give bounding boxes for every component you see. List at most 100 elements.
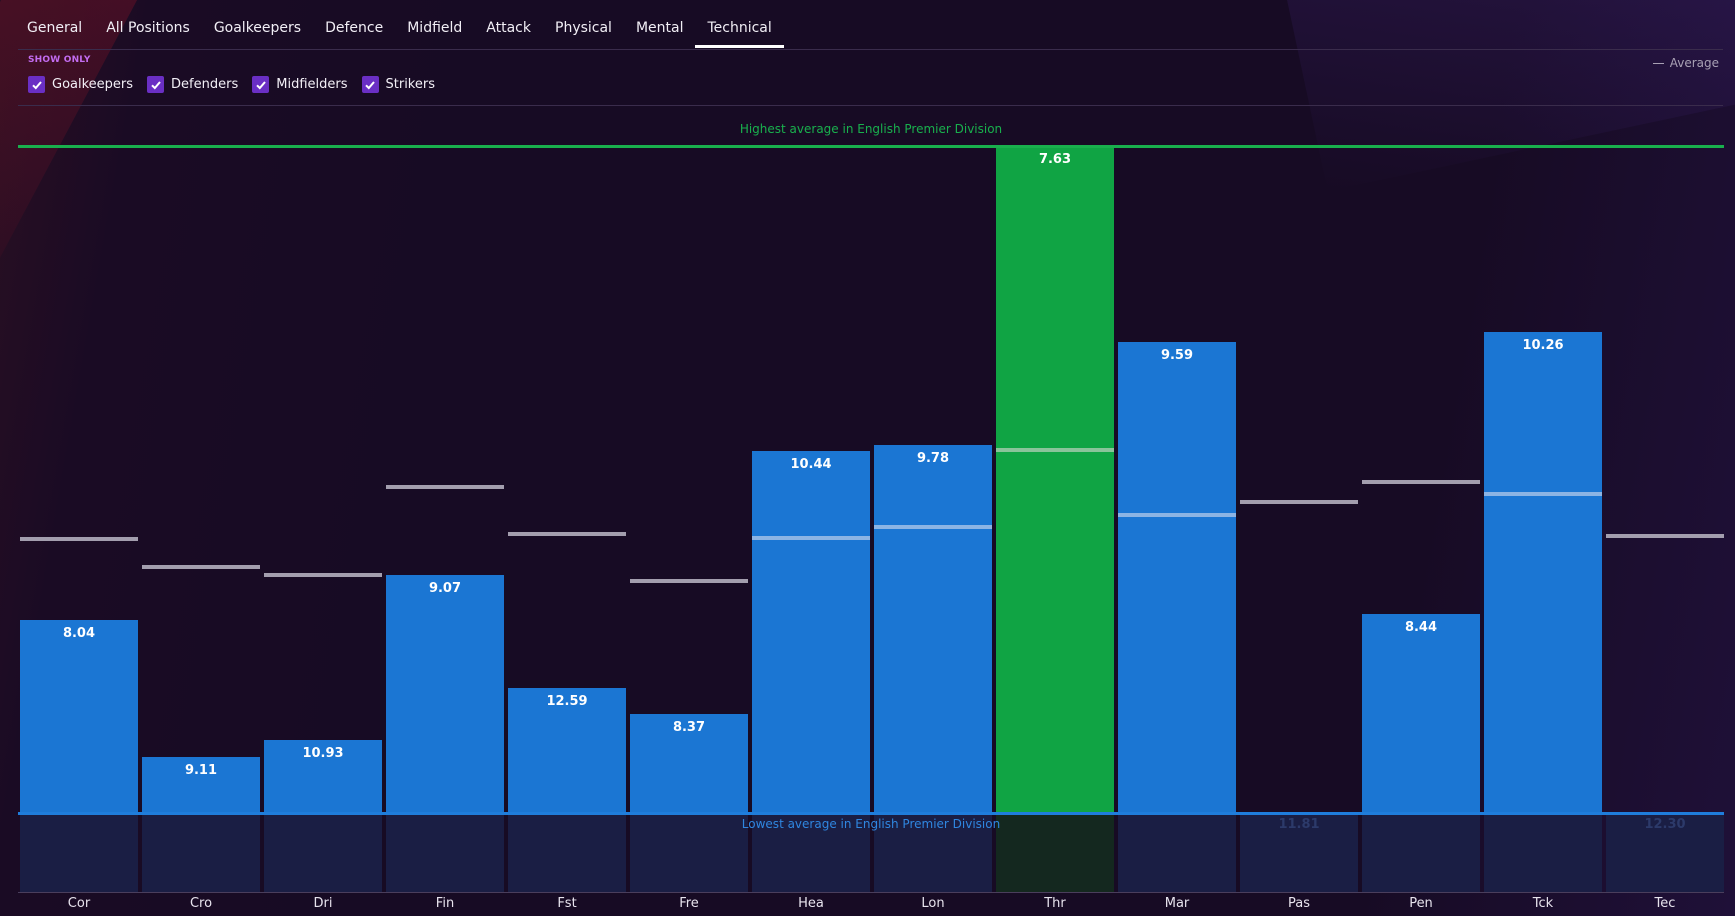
category-label: Fin [435,896,455,911]
tab-goalkeepers[interactable]: Goalkeepers [213,20,302,36]
x-axis-line [18,892,1724,893]
category-label: Cro [189,896,213,911]
filter-defenders[interactable]: Defenders [147,76,238,93]
average-marker [386,484,504,489]
average-marker [1240,500,1358,505]
lower-band-cell [1484,812,1602,892]
filter-midfielders[interactable]: Midfielders [252,76,348,93]
tab-bar: General All Positions Goalkeepers Defenc… [15,0,785,48]
category-label: Lon [921,896,945,911]
average-legend-label: Average [1669,56,1719,70]
lower-band-cell [874,812,992,892]
filter-label: Strikers [385,77,436,92]
show-only-heading: SHOW ONLY [28,55,91,65]
tab-defence[interactable]: Defence [325,20,384,36]
bar-value-label: 11.81 [1278,817,1320,832]
bar-pen[interactable] [1362,613,1480,812]
category-label: Thr [1044,896,1066,911]
tab-all-positions[interactable]: All Positions [106,20,190,36]
category-label: Pen [1409,896,1433,911]
average-marker [142,564,260,569]
average-marker [264,572,382,577]
bar-value-label: 8.37 [672,720,706,736]
filter-label: Defenders [171,77,239,92]
category-label: Pas [1288,896,1310,911]
lower-band-cell [630,812,748,892]
tab-mental[interactable]: Mental [635,20,684,36]
average-marker [1362,479,1480,484]
tab-physical[interactable]: Physical [555,20,612,36]
highest-average-line [18,145,1724,148]
bar-value-label: 10.26 [1522,338,1564,354]
category-label: Cor [67,896,91,911]
lowest-average-label: Lowest average in English Premier Divisi… [741,817,1001,831]
bar-hea[interactable] [752,451,870,812]
lower-band-cell [1362,812,1480,892]
bar-lon[interactable] [874,445,992,812]
highest-average-label: Highest average in English Premier Divis… [739,122,1003,136]
bar-value-label: 12.59 [546,694,588,710]
tab-general[interactable]: General [27,20,83,36]
bar-value-label: 9.07 [428,580,462,596]
category-label: Mar [1164,896,1190,911]
bar-cro[interactable] [142,756,260,812]
lower-band-cell [386,812,504,892]
bar-fre[interactable] [630,714,748,812]
average-marker [752,535,870,540]
bar-value-label: 8.04 [62,625,96,641]
lower-band-cell [996,812,1114,892]
bar-fst[interactable] [508,688,626,812]
bar-value-label: 9.78 [916,451,950,467]
lower-band-cell [20,812,138,892]
bar-value-label: 10.93 [302,746,344,762]
filter-strikers[interactable]: Strikers [361,76,436,93]
bar-thr[interactable] [996,146,1114,812]
category-label: Tec [1654,896,1676,911]
tab-midfield[interactable]: Midfield [407,20,463,36]
lower-band-cell [508,812,626,892]
lower-band-cell [1240,812,1358,892]
checkbox-checked-icon[interactable] [28,76,45,93]
filter-label: Goalkeepers [52,77,134,92]
bar-value-label: 7.63 [1038,152,1072,167]
average-legend: Average [1652,56,1719,70]
average-marker [874,524,992,529]
bar-value-label: 9.11 [184,762,218,778]
average-marker [1606,533,1724,538]
bar-value-label: 9.59 [1160,347,1194,363]
filter-goalkeepers[interactable]: Goalkeepers [28,76,133,93]
average-marker [630,578,748,583]
bar-mar[interactable] [1118,341,1236,812]
checkbox-checked-icon[interactable] [147,76,165,93]
category-label: Fst [557,896,577,911]
checkbox-checked-icon[interactable] [361,76,379,93]
bar-value-label: 12.30 [1644,817,1686,832]
bar-dri[interactable] [264,740,382,812]
average-marker [1484,492,1602,497]
lowest-average-line [18,812,1724,815]
bar-value-label: 10.44 [790,457,832,473]
category-label: Hea [798,896,824,911]
checkbox-checked-icon[interactable] [252,76,270,93]
tab-technical[interactable]: Technical [695,0,785,48]
average-marker [508,532,626,537]
category-label: Fre [679,896,699,911]
tab-divider [18,49,1723,50]
average-marker [1118,512,1236,517]
lower-band-cell [142,812,260,892]
filter-label: Midfielders [276,77,348,92]
lower-band-cell [264,812,382,892]
bar-value-label: 8.44 [1404,619,1438,635]
bar-fin[interactable] [386,574,504,812]
lower-band-cell [752,812,870,892]
lower-band-cell [1118,812,1236,892]
lower-band-cell [1606,812,1724,892]
position-filters: Goalkeepers Defenders Midfielders Strike… [28,76,435,93]
average-marker [996,447,1114,452]
filter-divider [18,105,1723,106]
bar-tck[interactable] [1484,332,1602,812]
tab-attack[interactable]: Attack [486,20,531,36]
bar-cor[interactable] [20,619,138,812]
